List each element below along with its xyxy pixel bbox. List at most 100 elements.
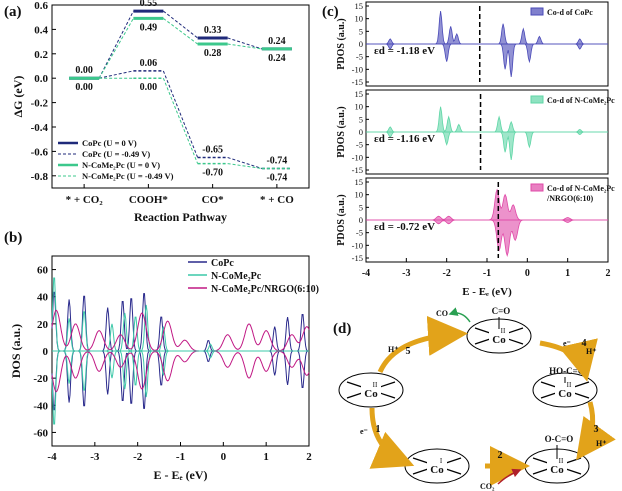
d-metal-bg <box>489 332 509 344</box>
c-pdos-down-1 <box>366 131 608 160</box>
panel-d-label: (d) <box>333 321 351 337</box>
a-legend-entry: N-CoMe₂Pc (U = 0 V) <box>82 160 160 170</box>
panel-b-dos-plot: (b) -4 -3 -2 -1 0 1 2 -60 -40 -20 0 20 40 60 E - Eₑ (e… <box>4 230 319 482</box>
d-step-arrow-3 <box>576 401 616 461</box>
b-xtick-label: 2 <box>306 451 312 463</box>
d-co2-reactant: CO₂ <box>480 482 495 491</box>
panel-c-label: (c) <box>322 4 339 20</box>
b-xtick-label: -3 <box>90 451 100 463</box>
d-metal-bg <box>555 386 575 398</box>
d-metal-label: Co <box>558 388 572 400</box>
a-value-label: 0.28 <box>204 48 222 59</box>
c-ytick-label: 5 <box>359 202 363 212</box>
d-co-product: CO <box>436 309 448 318</box>
a-ytick-label: -0.2 <box>31 98 49 110</box>
b-xtick-label: -4 <box>47 451 57 463</box>
a-xtick-label: * + CO <box>260 194 294 206</box>
c-legend-entry-cont: /NRGO(6:10) <box>546 194 594 203</box>
c-ytick-label: -5 <box>356 140 363 150</box>
c-ylabel: PDOS (a.u.) <box>336 194 347 245</box>
d-step-number: 5 <box>406 346 411 357</box>
a-connector <box>227 37 263 50</box>
a-legend-entry: CoPc (U = -0.49 V) <box>82 149 150 159</box>
a-ytick-label: 0.4 <box>34 24 48 36</box>
d-step-number: 3 <box>594 424 599 435</box>
d-step-number: 1 <box>376 424 381 435</box>
c-ylabel: PDOS (a.u.) <box>336 18 347 69</box>
a-connector <box>227 43 262 50</box>
b-xlabel: E - Eₑ (eV) <box>153 468 207 482</box>
c-legend-swatch <box>530 7 544 16</box>
c-ytick-label: -5 <box>356 228 363 238</box>
d-co2-arrow <box>497 468 522 485</box>
a-ytick-label: -0.4 <box>31 122 49 134</box>
d-step-number: 4 <box>582 338 587 349</box>
a-ytick-label: 0.2 <box>34 49 48 61</box>
c-pdos-down-0 <box>366 43 608 77</box>
a-value-label: 0.00 <box>140 82 158 93</box>
b-ytick-label: -20 <box>33 373 48 385</box>
b-legend-entry: N-CoMe₂Pc <box>211 271 262 282</box>
c-ylabel: PDOS (a.u.) <box>336 106 347 157</box>
a-connector <box>98 18 134 79</box>
a-connector <box>162 78 199 164</box>
d-step-arrow-5 <box>377 315 468 374</box>
b-legend-entry: CoPc <box>211 258 234 269</box>
c-ytick-label: 15 <box>355 1 364 11</box>
a-xtick-label: * + CO₂ <box>66 194 104 206</box>
panel-d-catalytic-cycle: (d) CoIICoIICoIICoICoIIC=OHO-C=OO-C=O432… <box>333 306 616 491</box>
c-ytick-label: 5 <box>359 26 363 36</box>
d-oxidation-label: II <box>567 381 572 389</box>
panel-a-label: (a) <box>4 4 22 20</box>
d-oxidation-label: I <box>440 457 443 465</box>
a-xlabel: Reaction Pathway <box>134 210 227 224</box>
a-value-label: 0.06 <box>140 58 158 69</box>
a-connector <box>99 70 134 79</box>
c-ytick-label: -10 <box>352 240 363 250</box>
d-electron-label: e⁻ <box>360 427 368 436</box>
a-ytick-label: 0.6 <box>34 0 48 12</box>
c-legend-entry: Co-d of N-CoMe₂Pc <box>547 184 615 193</box>
a-value-label: 0.49 <box>140 22 158 33</box>
c-xtick-label: 1 <box>565 268 570 279</box>
b-xtick-label: -1 <box>176 451 185 463</box>
c-pdos-up-1 <box>366 106 608 133</box>
c-legend-entry: Co-d of N-CoMe₂Pc <box>547 96 615 105</box>
b-xtick-label: 0 <box>221 451 227 463</box>
b-xtick-label: 1 <box>263 451 269 463</box>
b-ylabel: DOS (a.u.) <box>9 324 23 378</box>
d-oxidation-label: II <box>373 381 378 389</box>
a-value-label: 0.33 <box>204 25 222 36</box>
c-xtick-label: 0 <box>525 268 530 279</box>
panel-b-label: (b) <box>4 230 22 246</box>
a-connector <box>227 157 263 169</box>
c-dband-annotation: εd = -0.72 eV <box>374 221 435 233</box>
a-connector <box>163 18 198 45</box>
a-ytick-label: 0.0 <box>34 73 48 85</box>
b-ytick-label: 20 <box>37 319 49 331</box>
b-curve-down-2 <box>51 350 310 393</box>
d-step-number: 2 <box>498 450 503 461</box>
a-value-label: -0.74 <box>266 155 287 166</box>
a-xtick-label: COOH* <box>129 194 169 206</box>
a-connector <box>227 163 262 169</box>
c-xtick-label: -3 <box>402 268 410 279</box>
b-ytick-label: 40 <box>37 292 49 304</box>
c-pdos-down-2 <box>366 219 608 257</box>
c-ytick-label: -10 <box>352 152 363 162</box>
c-xtick-label: 2 <box>606 268 611 279</box>
d-step-arrow-4 <box>539 338 598 382</box>
c-legend-swatch <box>530 95 544 104</box>
c-xtick-label: -1 <box>483 268 491 279</box>
c-ytick-label: -10 <box>352 64 363 74</box>
c-ytick-label: 15 <box>355 177 364 187</box>
d-proton-label: H⁺ <box>388 345 398 354</box>
b-ytick-label: 0 <box>43 346 49 358</box>
d-ligand-cooh: HO-C=O <box>549 366 585 376</box>
a-legend-entry: CoPc (U = 0 V) <box>82 138 137 148</box>
c-ytick-label: 10 <box>355 14 364 24</box>
a-value-label: -0.74 <box>266 172 287 183</box>
a-connector <box>163 10 198 39</box>
